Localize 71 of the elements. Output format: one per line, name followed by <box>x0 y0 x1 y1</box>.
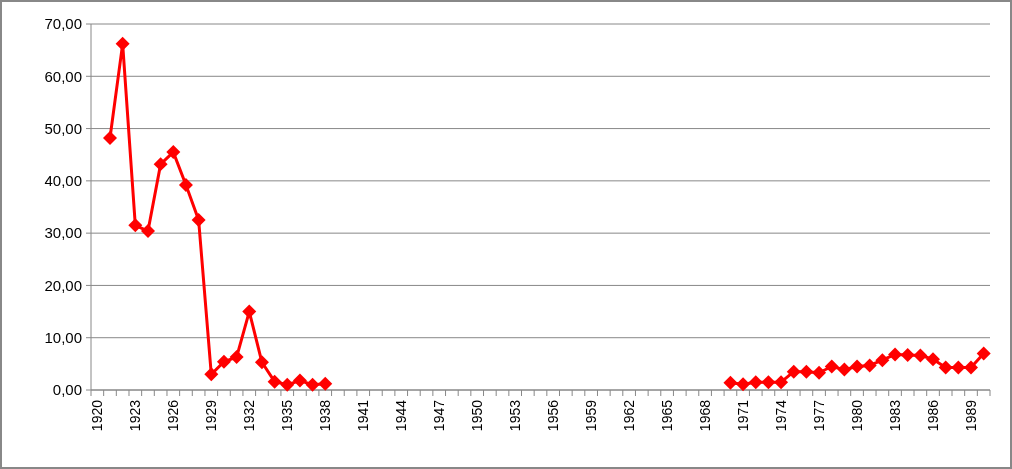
x-tick-label: 1953 <box>507 399 524 432</box>
x-tick-label: 1941 <box>355 399 372 432</box>
y-tick-label: 10,00 <box>44 328 82 346</box>
x-tick-label: 1962 <box>621 399 638 432</box>
point <box>305 377 320 392</box>
point <box>875 353 890 368</box>
point <box>204 367 219 382</box>
point <box>723 375 738 390</box>
point <box>888 347 903 362</box>
x-tick-label: 1974 <box>772 399 789 432</box>
x-tick-label: 1977 <box>810 399 827 432</box>
point <box>812 365 827 380</box>
y-tick-label: 40,00 <box>44 172 82 190</box>
x-tick-label: 1983 <box>886 399 903 432</box>
point <box>318 376 333 391</box>
point <box>115 36 130 51</box>
x-tick-label: 1980 <box>848 399 865 432</box>
x-tick-label: 1944 <box>393 399 410 432</box>
point <box>774 375 789 390</box>
point <box>799 364 814 379</box>
point <box>824 359 839 374</box>
x-tick-label: 1950 <box>469 399 486 432</box>
point <box>761 375 776 390</box>
point <box>280 377 295 392</box>
x-tick-label: 1947 <box>431 399 448 432</box>
point <box>102 130 117 145</box>
y-tick-label: 0,00 <box>52 381 82 399</box>
y-tick-label: 70,00 <box>44 15 82 33</box>
point <box>736 377 751 392</box>
x-tick-label: 1986 <box>924 399 941 432</box>
x-tick-label: 1965 <box>659 399 676 432</box>
point <box>128 218 143 233</box>
x-tick-label: 1938 <box>317 399 334 432</box>
point <box>242 304 257 319</box>
point <box>938 360 953 375</box>
x-tick-label: 1959 <box>583 399 600 432</box>
x-tick-label: 1971 <box>734 399 751 432</box>
point <box>964 360 979 375</box>
point <box>267 374 282 389</box>
point <box>786 364 801 379</box>
point <box>166 145 181 160</box>
point <box>140 224 155 239</box>
point <box>748 375 763 390</box>
point <box>976 346 991 361</box>
x-tick-label: 1956 <box>545 399 562 432</box>
x-tick-label: 1932 <box>241 399 258 432</box>
y-tick-label: 50,00 <box>44 119 82 137</box>
point <box>951 360 966 375</box>
x-tick-label: 1923 <box>127 399 144 432</box>
point <box>837 362 852 377</box>
point <box>900 347 915 362</box>
y-tick-label: 20,00 <box>44 276 82 294</box>
point <box>292 373 307 388</box>
point <box>229 350 244 365</box>
point <box>862 358 877 373</box>
y-tick-label: 60,00 <box>44 67 82 85</box>
x-tick-label: 1935 <box>279 399 296 432</box>
x-tick-label: 1968 <box>697 399 714 432</box>
point <box>216 354 231 369</box>
point <box>153 157 168 172</box>
point <box>926 352 941 367</box>
x-tick-label: 1926 <box>165 399 182 432</box>
point <box>913 348 928 363</box>
x-tick-label: 1929 <box>203 399 220 432</box>
x-tick-label: 1989 <box>962 399 979 432</box>
point <box>178 178 193 193</box>
point <box>254 355 269 370</box>
point <box>191 213 206 228</box>
y-tick-label: 30,00 <box>44 224 82 242</box>
x-tick-label: 1920 <box>89 399 106 432</box>
point <box>850 359 865 374</box>
